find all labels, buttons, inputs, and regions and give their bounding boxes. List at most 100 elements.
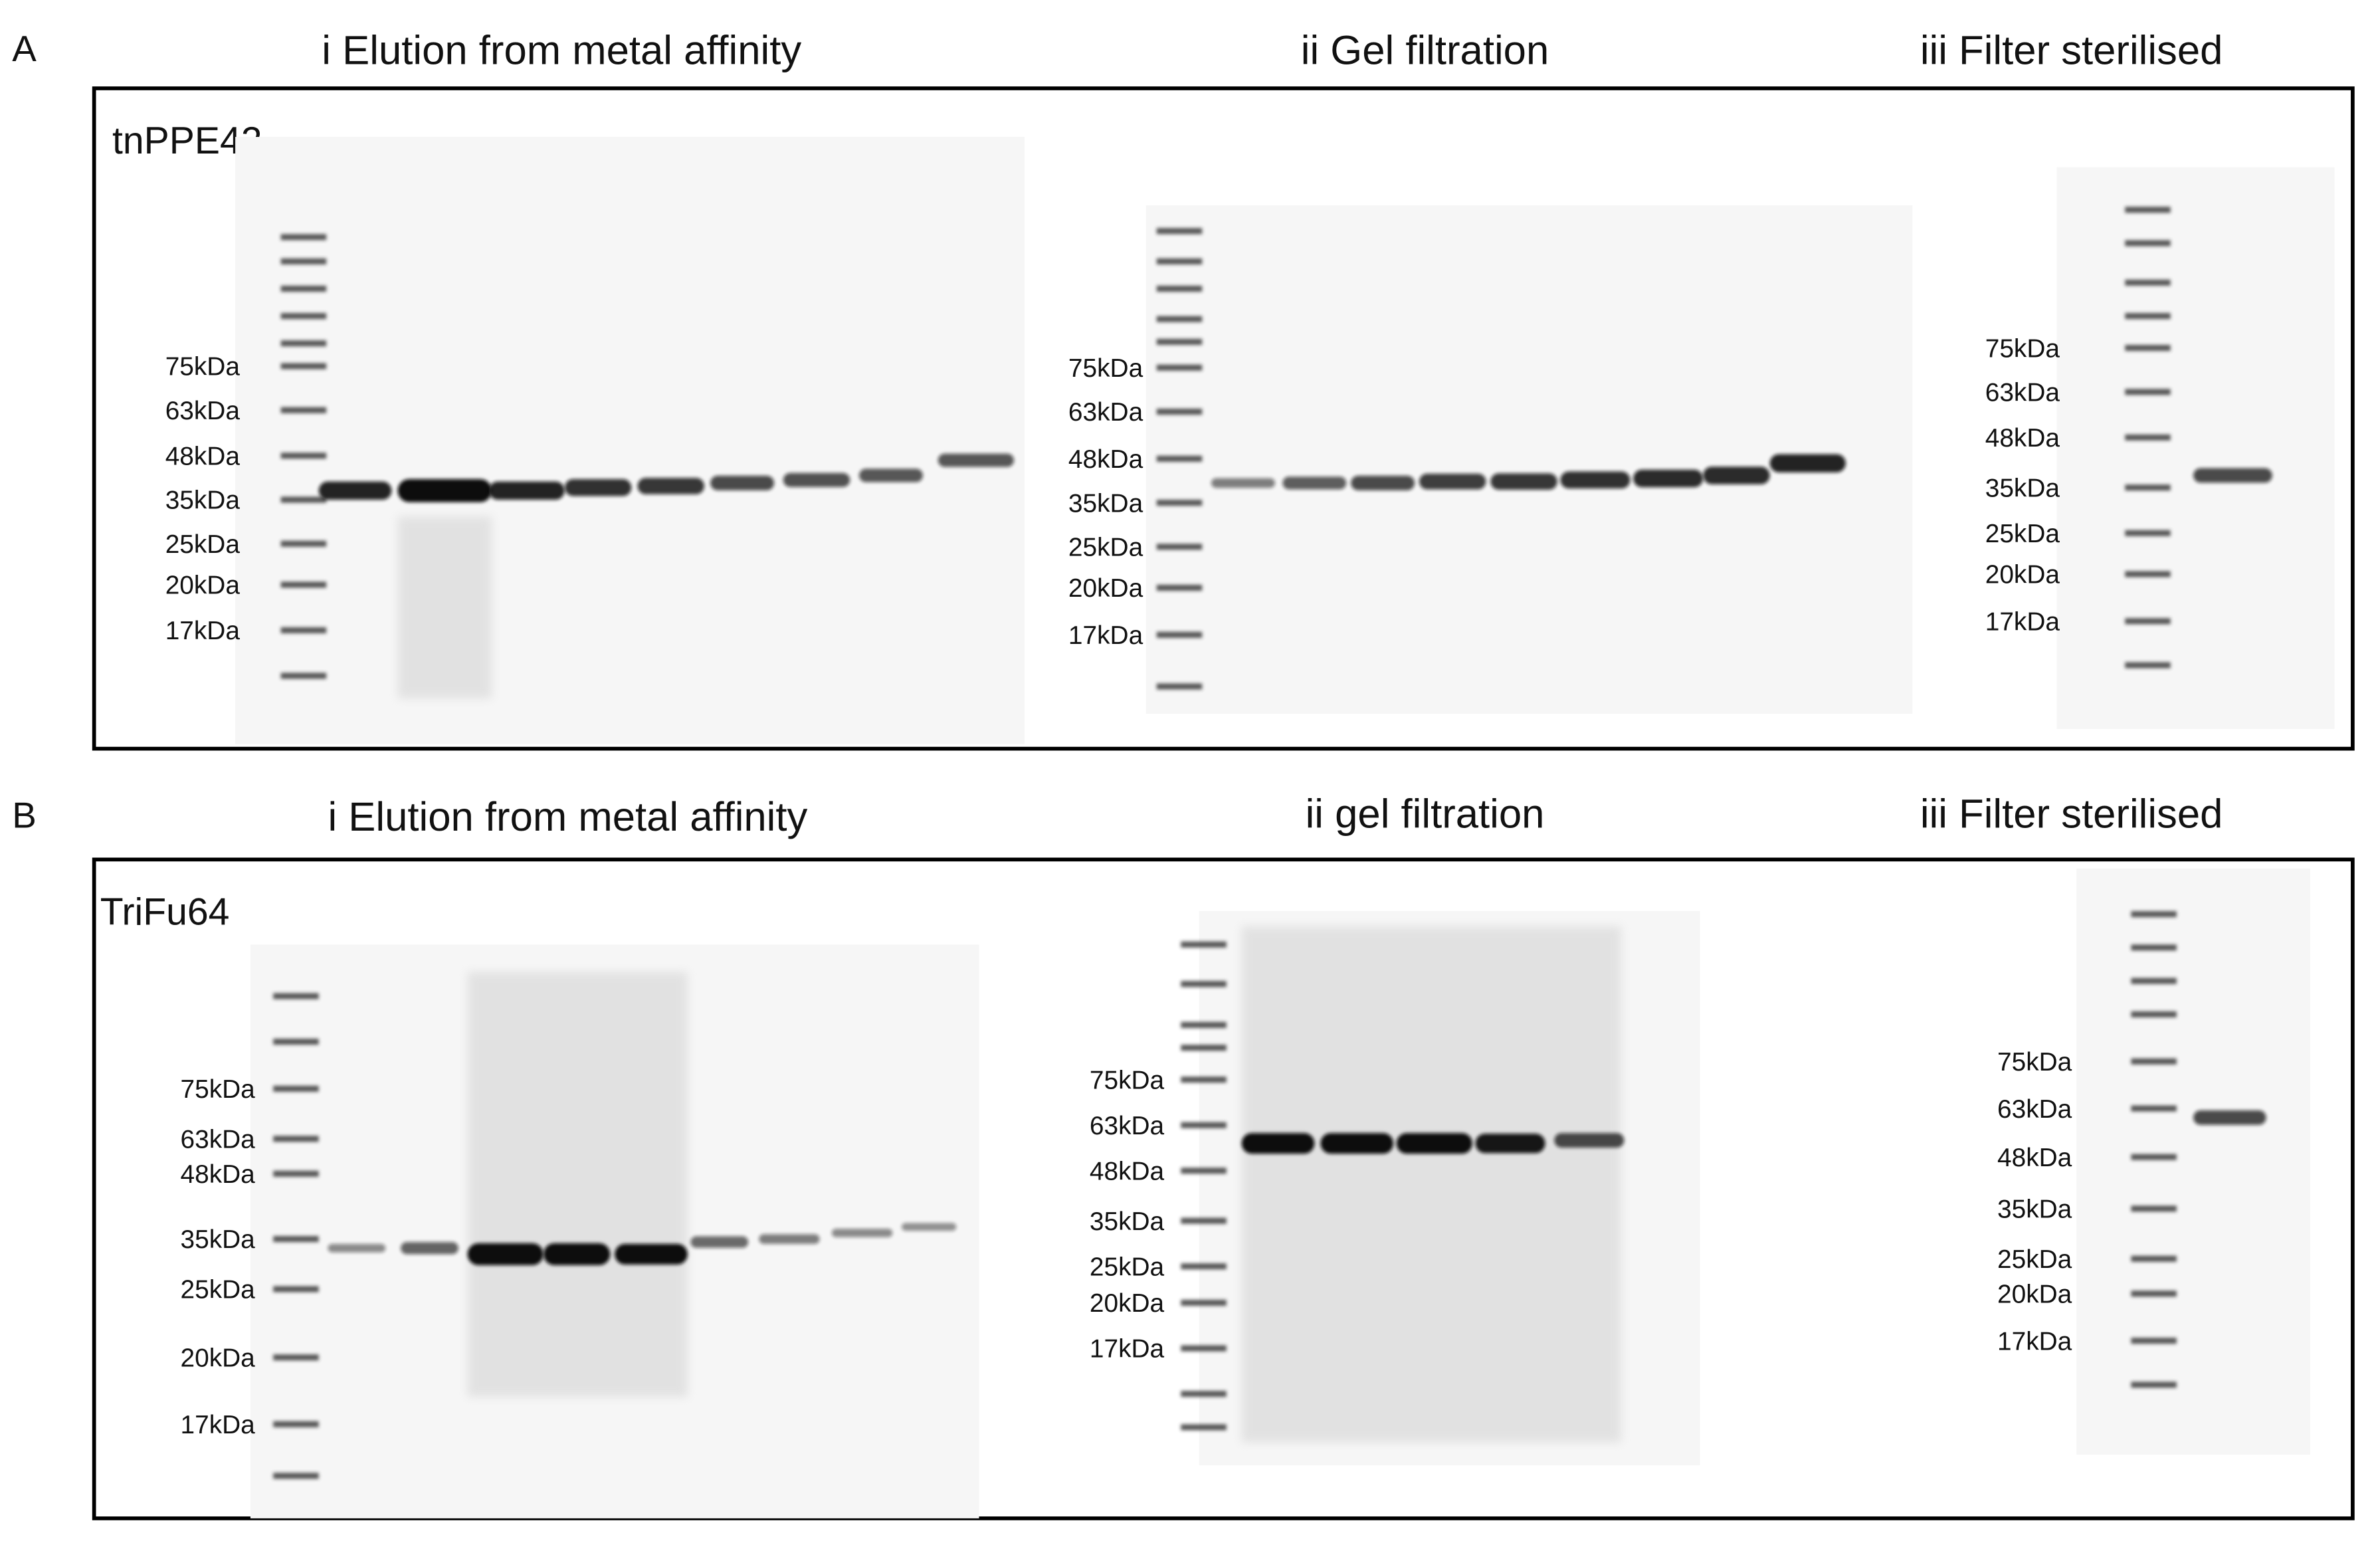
ladder-band — [1181, 1424, 1227, 1431]
ladder-band — [273, 1354, 319, 1361]
protein-band — [564, 478, 632, 496]
protein-band — [1241, 1133, 1315, 1154]
marker-label: 35kDa — [165, 486, 241, 515]
ladder-band — [273, 1038, 319, 1045]
ladder-band — [1181, 1045, 1227, 1051]
marker-label: 17kDa — [181, 1411, 256, 1439]
marker-label: 48kDa — [181, 1160, 256, 1189]
marker-label: 17kDa — [1985, 607, 2060, 636]
marker-label: 35kDa — [1068, 489, 1143, 518]
ladder-band — [1156, 316, 1203, 322]
protein-band — [901, 1223, 957, 1231]
gel-title: i Elution from metal affinity — [328, 794, 807, 840]
protein-band — [710, 475, 775, 490]
ladder-band — [280, 496, 327, 503]
marker-label: 35kDa — [1997, 1195, 2072, 1224]
ladder-band — [2125, 279, 2171, 286]
protein-band — [1633, 469, 1704, 488]
protein-band — [759, 1234, 820, 1244]
ladder-band — [280, 407, 327, 413]
gel-smear — [467, 972, 688, 1397]
protein-band — [397, 478, 492, 502]
ladder-band — [273, 1136, 319, 1142]
protein-band — [690, 1236, 749, 1248]
ladder-band — [2125, 662, 2171, 669]
marker-label: 48kDa — [1068, 445, 1143, 474]
gel-title: i Elution from metal affinity — [322, 27, 801, 73]
marker-label: 20kDa — [1068, 574, 1143, 603]
ladder-band — [1181, 1021, 1227, 1029]
ladder-band — [1181, 1168, 1227, 1174]
marker-label: 63kDa — [1997, 1095, 2072, 1124]
gel-image — [2056, 167, 2335, 729]
protein-band — [2193, 1110, 2266, 1125]
marker-label: 48kDa — [1997, 1144, 2072, 1172]
ladder-band — [2125, 530, 2171, 536]
ladder-band — [2125, 313, 2171, 320]
gel-image — [2076, 869, 2310, 1455]
protein-band — [1769, 454, 1846, 472]
panel-label: A — [12, 28, 37, 69]
ladder-band — [2131, 1255, 2177, 1262]
marker-label: 75kDa — [181, 1075, 256, 1104]
marker-label: 63kDa — [165, 397, 241, 425]
marker-label: 20kDa — [181, 1344, 256, 1372]
panel-frame — [92, 857, 2355, 1520]
ladder-band — [280, 234, 327, 241]
marker-label: 25kDa — [165, 530, 241, 559]
protein-band — [1282, 476, 1347, 490]
marker-label: 75kDa — [1997, 1048, 2072, 1077]
ladder-band — [1156, 338, 1203, 346]
ladder-band — [273, 1421, 319, 1427]
marker-label: 48kDa — [1090, 1157, 1165, 1186]
marker-label: 17kDa — [1997, 1327, 2072, 1356]
protein-band — [783, 472, 850, 487]
ladder-band — [2131, 978, 2177, 984]
marker-label: 75kDa — [1068, 354, 1143, 383]
protein-band — [1560, 471, 1631, 489]
protein-band — [2193, 468, 2272, 483]
ladder-band — [2131, 1382, 2177, 1388]
panel-label: B — [12, 794, 37, 835]
marker-label: 35kDa — [1090, 1207, 1165, 1236]
gel-title: ii Gel filtration — [1301, 27, 1549, 73]
ladder-band — [2131, 1058, 2177, 1065]
ladder-band — [1181, 1299, 1227, 1306]
ladder-band — [280, 313, 327, 320]
marker-label: 17kDa — [1068, 621, 1143, 650]
ladder-band — [1156, 228, 1203, 235]
ladder-band — [2131, 1011, 2177, 1018]
ladder-band — [2131, 944, 2177, 951]
protein-band — [615, 1243, 688, 1265]
protein-band — [1490, 473, 1557, 490]
marker-label: 25kDa — [181, 1276, 256, 1304]
ladder-band — [2125, 618, 2171, 625]
ladder-band — [2125, 571, 2171, 577]
marker-label: 63kDa — [1985, 379, 2060, 407]
marker-label: 20kDa — [1997, 1280, 2072, 1308]
marker-label: 35kDa — [181, 1225, 256, 1254]
ladder-band — [2131, 1105, 2177, 1112]
protein-band — [328, 1243, 386, 1253]
gel-title: iii Filter sterilised — [1920, 791, 2223, 837]
ladder-band — [1181, 1122, 1227, 1128]
ladder-band — [273, 1235, 319, 1243]
ladder-band — [2131, 1338, 2177, 1344]
ladder-band — [280, 672, 327, 679]
ladder-band — [280, 258, 327, 264]
protein-band — [1419, 473, 1486, 490]
ladder-band — [1156, 544, 1203, 550]
protein-band — [1475, 1133, 1545, 1154]
ladder-band — [280, 453, 327, 459]
protein-band — [1396, 1133, 1472, 1154]
protein-band — [858, 468, 923, 482]
ladder-band — [2125, 484, 2171, 491]
ladder-band — [1181, 1263, 1227, 1270]
ladder-band — [2125, 207, 2171, 213]
ladder-band — [1181, 1390, 1227, 1397]
ladder-band — [1181, 941, 1227, 948]
ladder-band — [1181, 1345, 1227, 1352]
ladder-band — [1181, 981, 1227, 987]
ladder-band — [1156, 285, 1203, 292]
